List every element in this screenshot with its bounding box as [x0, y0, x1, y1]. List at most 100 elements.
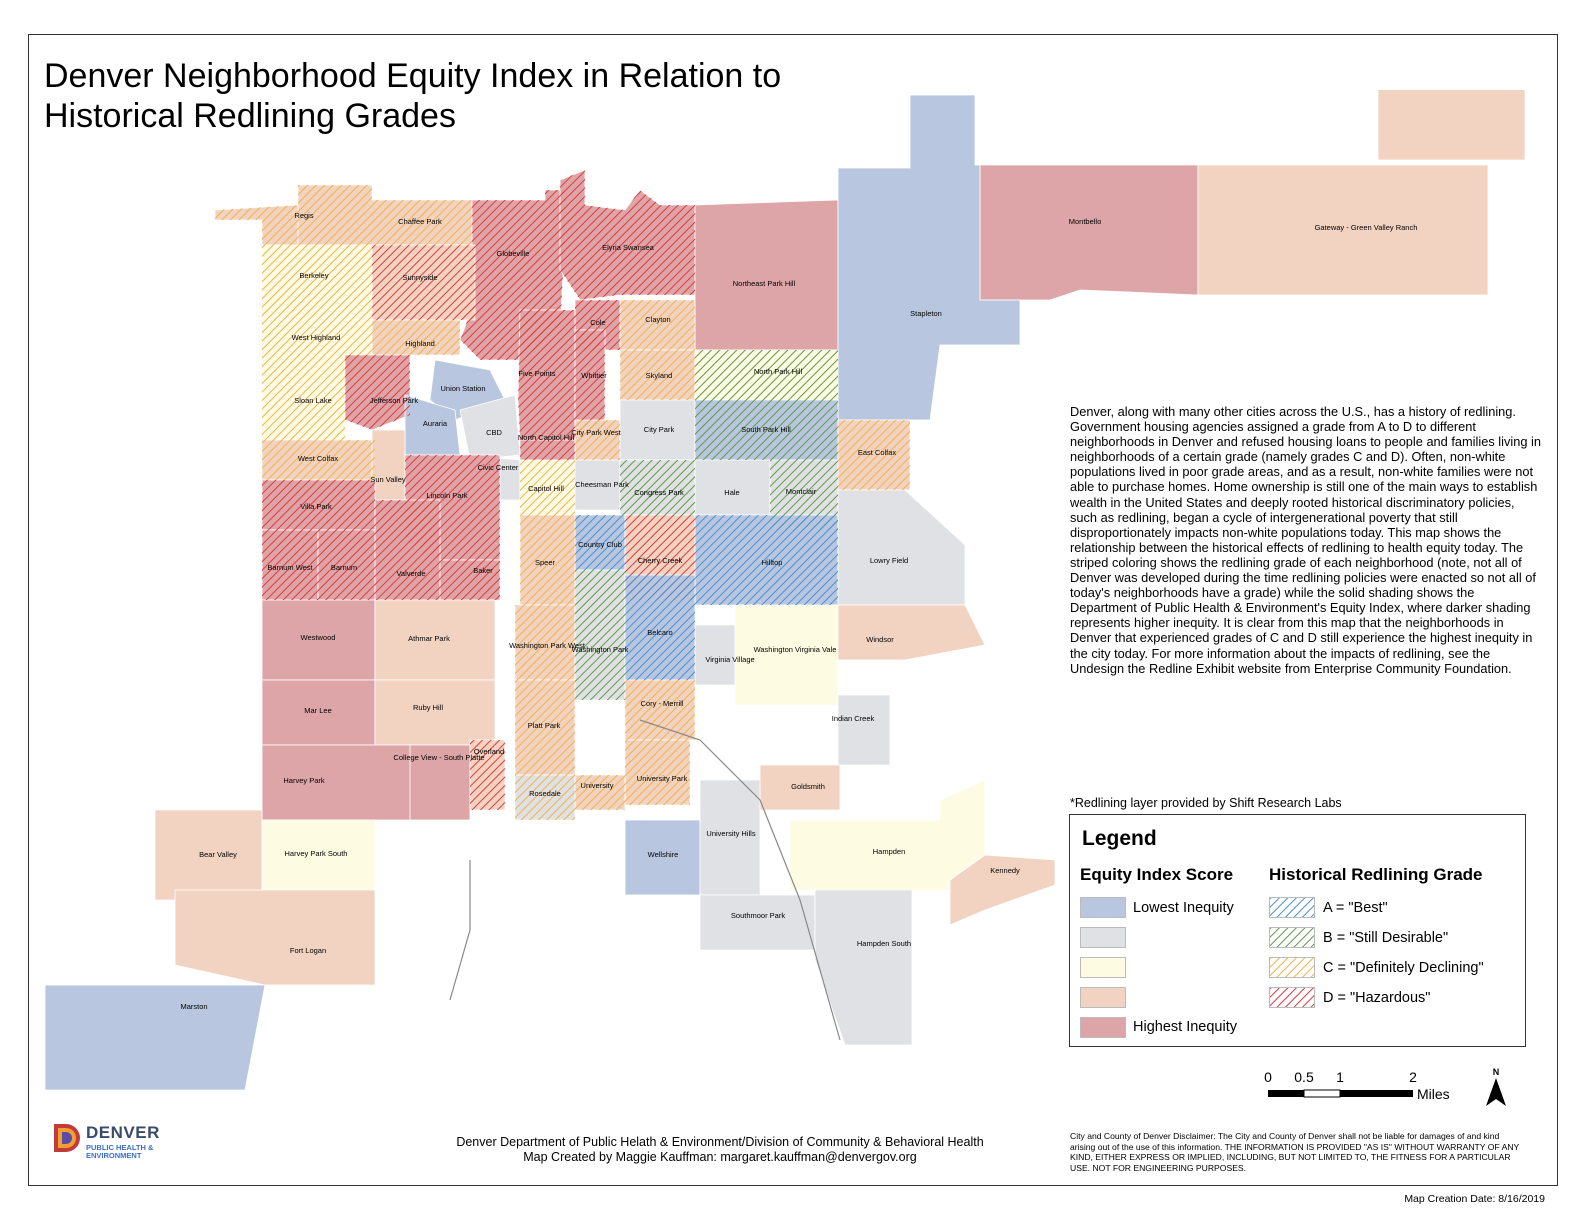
grade-d-label: D = "Hazardous": [1323, 990, 1431, 1006]
map-title: Denver Neighborhood Equity Index in Rela…: [44, 56, 781, 136]
scale-segment: [1340, 1090, 1413, 1097]
neighborhood-label: Stapleton: [910, 309, 942, 318]
swatch-mid-inequity: [1080, 957, 1126, 978]
redlining-grade-d-area: [560, 170, 695, 300]
legend: Legend Equity Index Score Historical Red…: [1069, 814, 1526, 1047]
neighborhood-label: Clayton: [645, 315, 670, 324]
redlining-grade-c-area: [262, 440, 375, 480]
neighborhood-label: Hale: [724, 488, 739, 497]
highway-lines: [449, 719, 841, 1041]
redlining-grade-d-area: [262, 480, 375, 530]
neighborhood-label: Harvey Park South: [285, 849, 348, 858]
neighborhood-montbello: [979, 164, 1199, 301]
legend-title: Legend: [1082, 827, 1157, 850]
redlining-grade-a-area: [695, 515, 838, 605]
neighborhood-hampden: [789, 779, 986, 891]
neighborhood-label: Cory - Merrill: [641, 699, 684, 708]
redlining-grade-d-area: [470, 740, 505, 810]
map-title-line-1: Denver Neighborhood Equity Index in Rela…: [44, 57, 782, 95]
description-paragraph: Denver, along with many other cities acr…: [1070, 404, 1541, 676]
neighborhood-label: Regis: [294, 211, 313, 220]
neighborhood-label: Marston: [180, 1002, 207, 1011]
neighborhood-label: Highland: [405, 339, 435, 348]
redlining-grade-c-area: [372, 320, 460, 355]
neighborhood-label: Jefferson Park: [370, 396, 418, 405]
swatch-grade-a: [1269, 897, 1315, 918]
grade-a-label: A = "Best": [1323, 900, 1388, 916]
redlining-grade-c-area: [575, 420, 620, 460]
logo-name: DENVER: [86, 1123, 160, 1142]
neighborhood-label: Berkeley: [299, 271, 328, 280]
logo-subtitle: PUBLIC HEALTH &: [86, 1143, 154, 1152]
redlining-grade-c-area: [575, 775, 625, 810]
neighborhood-label: Elyria Swansea: [602, 243, 655, 252]
neighborhood-label: Cole: [590, 318, 605, 327]
redlining-grade-c-area: [520, 460, 575, 515]
swatch-grade-d: [1269, 987, 1315, 1008]
neighborhood-label: Globeville: [497, 249, 530, 258]
redlining-grade-d-area: [318, 530, 375, 600]
grade-c-label: C = "Definitely Declining": [1323, 960, 1484, 976]
redlining-grade-header: Historical Redlining Grade: [1269, 865, 1483, 884]
neighborhood-label: Union Station: [440, 384, 485, 393]
redlining-grade-a-area: [625, 575, 695, 680]
neighborhood-label: Bear Valley: [199, 850, 237, 859]
neighborhood-label: Wellshire: [648, 850, 679, 859]
neighborhood-fort-logan: [174, 889, 376, 986]
neighborhood-label: Harvey Park: [283, 776, 325, 785]
neighborhood-label: West Colfax: [298, 454, 339, 463]
redlining-grade-d-area: [372, 245, 475, 320]
neighborhood-label: Whittier: [581, 371, 607, 380]
neighborhood-label: Indian Creek: [832, 714, 875, 723]
neighborhood-label: University Hills: [706, 829, 755, 838]
neighborhood-label: Baker: [473, 566, 493, 575]
neighborhood-label: Ruby Hill: [413, 703, 443, 712]
map-title-line-2: Historical Redlining Grades: [44, 97, 456, 135]
neighborhood-label: East Colfax: [858, 448, 897, 457]
description-text: Denver, along with many other cities acr…: [1070, 404, 1542, 676]
redlining-grade-c-area: [620, 300, 695, 350]
neighborhood-label: Athmar Park: [408, 634, 450, 643]
neighborhood-dia: [1377, 90, 1526, 161]
neighborhood-label: Congress Park: [634, 488, 684, 497]
logo-subtitle: ENVIRONMENT: [86, 1151, 142, 1160]
redlining-grade-d-area: [440, 560, 500, 600]
redlining-grade-c-area: [838, 420, 910, 490]
swatch-lowest-inequity: [1080, 897, 1126, 918]
creation-date: Map Creation Date: 8/16/2019: [1404, 1193, 1545, 1205]
scale-segment: [1268, 1090, 1304, 1097]
neighborhood-label: College View - South Platte: [393, 753, 484, 762]
neighborhood-label: Goldsmith: [791, 782, 825, 791]
neighborhood-label: Overland: [474, 747, 504, 756]
scale-segment: [1303, 1089, 1341, 1098]
redlining-grade-c-area: [298, 185, 475, 245]
redlining-grade-d-area: [262, 530, 318, 600]
redlining-grade-c-area: [262, 320, 372, 385]
redlining-grade-c-area: [625, 680, 695, 740]
neighborhood-label: Lowry Field: [870, 556, 908, 565]
redlining-grade-c-area: [515, 775, 575, 820]
neighborhood-label: Country Club: [578, 540, 622, 549]
neighborhood-label: North Park Hill: [754, 367, 803, 376]
swatch-highest-inequity: [1080, 1017, 1126, 1038]
neighborhood-ruby-hill: [374, 679, 496, 746]
redlining-grade-d-area: [575, 330, 605, 430]
equity-index-header: Equity Index Score: [1080, 865, 1234, 884]
denver-logo: DENVER PUBLIC HEALTH & ENVIRONMENT: [52, 1122, 182, 1162]
neighborhood-windsor: [837, 604, 986, 661]
neighborhood-label: Westwood: [301, 633, 336, 642]
swatch-grade-b: [1269, 927, 1315, 948]
redlining-layer: [215, 170, 910, 820]
neighborhood-northeast-park-hill: [694, 199, 839, 351]
neighborhood-label: City Park: [644, 425, 675, 434]
redlining-grade-c-area: [262, 385, 345, 440]
map-credit: Denver Department of Public Helath & Env…: [350, 1135, 1090, 1165]
scale-tick-0-5: 0.5: [1294, 1069, 1314, 1085]
neighborhood-label: Hampden: [873, 847, 906, 856]
neighborhood-label: Sloan Lake: [294, 396, 332, 405]
swatch-high-inequity: [1080, 987, 1126, 1008]
scale-bar: 0 0.5 1 2 Miles N: [1264, 1067, 1506, 1106]
redlining-grade-d-area: [520, 440, 575, 460]
neighborhood-label: University Park: [637, 774, 688, 783]
neighborhood-label: City Park West: [571, 428, 621, 437]
